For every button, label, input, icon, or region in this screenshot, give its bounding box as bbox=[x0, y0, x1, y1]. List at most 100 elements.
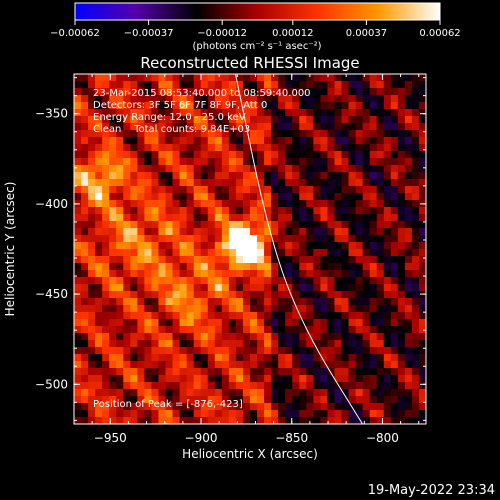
heatmap-cell bbox=[123, 354, 131, 362]
heatmap-cell bbox=[355, 277, 364, 285]
heatmap-cell bbox=[81, 235, 89, 243]
heatmap-cell bbox=[186, 298, 195, 306]
heatmap-cell bbox=[411, 116, 420, 124]
heatmap-cell bbox=[306, 263, 314, 271]
heatmap-cell bbox=[306, 123, 314, 131]
heatmap-cell bbox=[74, 263, 82, 271]
heatmap-cell bbox=[172, 102, 180, 110]
heatmap-cell bbox=[292, 151, 300, 159]
heatmap-cell bbox=[404, 347, 413, 355]
heatmap-cell bbox=[292, 81, 300, 89]
heatmap-cell bbox=[306, 88, 314, 96]
heatmap-cell bbox=[165, 270, 173, 278]
heatmap-cell bbox=[362, 214, 371, 222]
colorbar-tick-label: −0.00037 bbox=[124, 28, 174, 39]
heatmap-cell bbox=[165, 200, 173, 208]
heatmap-cell bbox=[228, 249, 237, 257]
heatmap-cell bbox=[172, 81, 180, 89]
heatmap-cell bbox=[116, 319, 124, 327]
heatmap-cell bbox=[362, 207, 371, 215]
heatmap-cell bbox=[193, 88, 202, 96]
heatmap-cell bbox=[285, 256, 293, 264]
heatmap-cell bbox=[320, 375, 328, 383]
plot-frame bbox=[73, 73, 427, 425]
heatmap-cell bbox=[250, 333, 258, 341]
heatmap-cell bbox=[306, 354, 314, 362]
heatmap-cell bbox=[411, 305, 420, 313]
heatmap-cell bbox=[172, 116, 180, 124]
heatmap-cell bbox=[228, 207, 237, 215]
heatmap-cell bbox=[327, 102, 335, 110]
heatmap-cell bbox=[257, 242, 265, 250]
heatmap-cell bbox=[411, 263, 420, 271]
heatmap-cell bbox=[186, 228, 195, 236]
heatmap-cell bbox=[242, 403, 251, 411]
heatmap-cell bbox=[186, 375, 195, 383]
heatmap-cell bbox=[109, 368, 117, 376]
heatmap-cell bbox=[228, 354, 237, 362]
heatmap-cell bbox=[235, 207, 244, 215]
heatmap-cell bbox=[200, 298, 209, 306]
heatmap-cell bbox=[292, 200, 300, 208]
heatmap-cell bbox=[299, 95, 307, 103]
heatmap-cell bbox=[271, 291, 279, 299]
heatmap-cell bbox=[74, 165, 82, 173]
heatmap-cell bbox=[306, 74, 314, 82]
heatmap-cell bbox=[95, 333, 103, 341]
heatmap-cell bbox=[130, 284, 138, 292]
heatmap-cell bbox=[376, 207, 385, 215]
heatmap-cell bbox=[355, 207, 364, 215]
heatmap-cell bbox=[102, 256, 110, 264]
heatmap-cell bbox=[397, 361, 406, 369]
heatmap-cell bbox=[172, 95, 180, 103]
heatmap-cell bbox=[299, 263, 307, 271]
heatmap-cell bbox=[292, 186, 300, 194]
heatmap-cell bbox=[383, 396, 392, 404]
heatmap-cell bbox=[306, 151, 314, 159]
heatmap-cell bbox=[81, 291, 89, 299]
heatmap-cell bbox=[278, 130, 286, 138]
heatmap-cell bbox=[144, 123, 152, 131]
heatmap-cell bbox=[397, 382, 406, 390]
chart-title: Reconstructed RHESSI Image bbox=[140, 54, 359, 72]
heatmap-cell bbox=[88, 228, 96, 236]
heatmap-cell bbox=[383, 347, 392, 355]
heatmap-cell bbox=[235, 284, 244, 292]
heatmap-cell bbox=[348, 158, 356, 166]
heatmap-cell bbox=[207, 102, 216, 110]
heatmap-cell bbox=[334, 305, 342, 313]
heatmap-cell bbox=[278, 382, 286, 390]
heatmap-cell bbox=[186, 137, 195, 145]
heatmap-cell bbox=[221, 193, 230, 201]
heatmap-cell bbox=[250, 193, 258, 201]
heatmap-cell bbox=[228, 312, 237, 320]
heatmap-cell bbox=[179, 242, 188, 250]
heatmap-cell bbox=[221, 123, 230, 131]
heatmap-cell bbox=[95, 214, 103, 222]
heatmap-cell bbox=[207, 109, 216, 117]
heatmap-cell bbox=[151, 403, 159, 411]
heatmap-cell bbox=[151, 305, 159, 313]
heatmap-cell bbox=[250, 375, 258, 383]
heatmap-cell bbox=[95, 193, 103, 201]
heatmap-cell bbox=[369, 200, 378, 208]
heatmap-cell bbox=[376, 249, 385, 257]
heatmap-cell bbox=[418, 109, 426, 117]
heatmap-cell bbox=[123, 179, 131, 187]
heatmap-cell bbox=[130, 326, 138, 334]
heatmap-cell bbox=[348, 214, 356, 222]
heatmap-cell bbox=[250, 130, 258, 138]
heatmap-cell bbox=[292, 347, 300, 355]
heatmap-cell bbox=[88, 319, 96, 327]
heatmap-cell bbox=[200, 193, 209, 201]
heatmap-cell bbox=[397, 389, 406, 397]
heatmap-cell bbox=[250, 95, 258, 103]
heatmap-cell bbox=[88, 172, 96, 180]
heatmap-cell bbox=[88, 326, 96, 334]
heatmap-cell bbox=[404, 95, 413, 103]
heatmap-cell bbox=[376, 312, 385, 320]
heatmap-cell bbox=[144, 207, 152, 215]
heatmap-cell bbox=[193, 340, 202, 348]
heatmap-cell bbox=[257, 235, 265, 243]
heatmap-cell bbox=[348, 221, 356, 229]
